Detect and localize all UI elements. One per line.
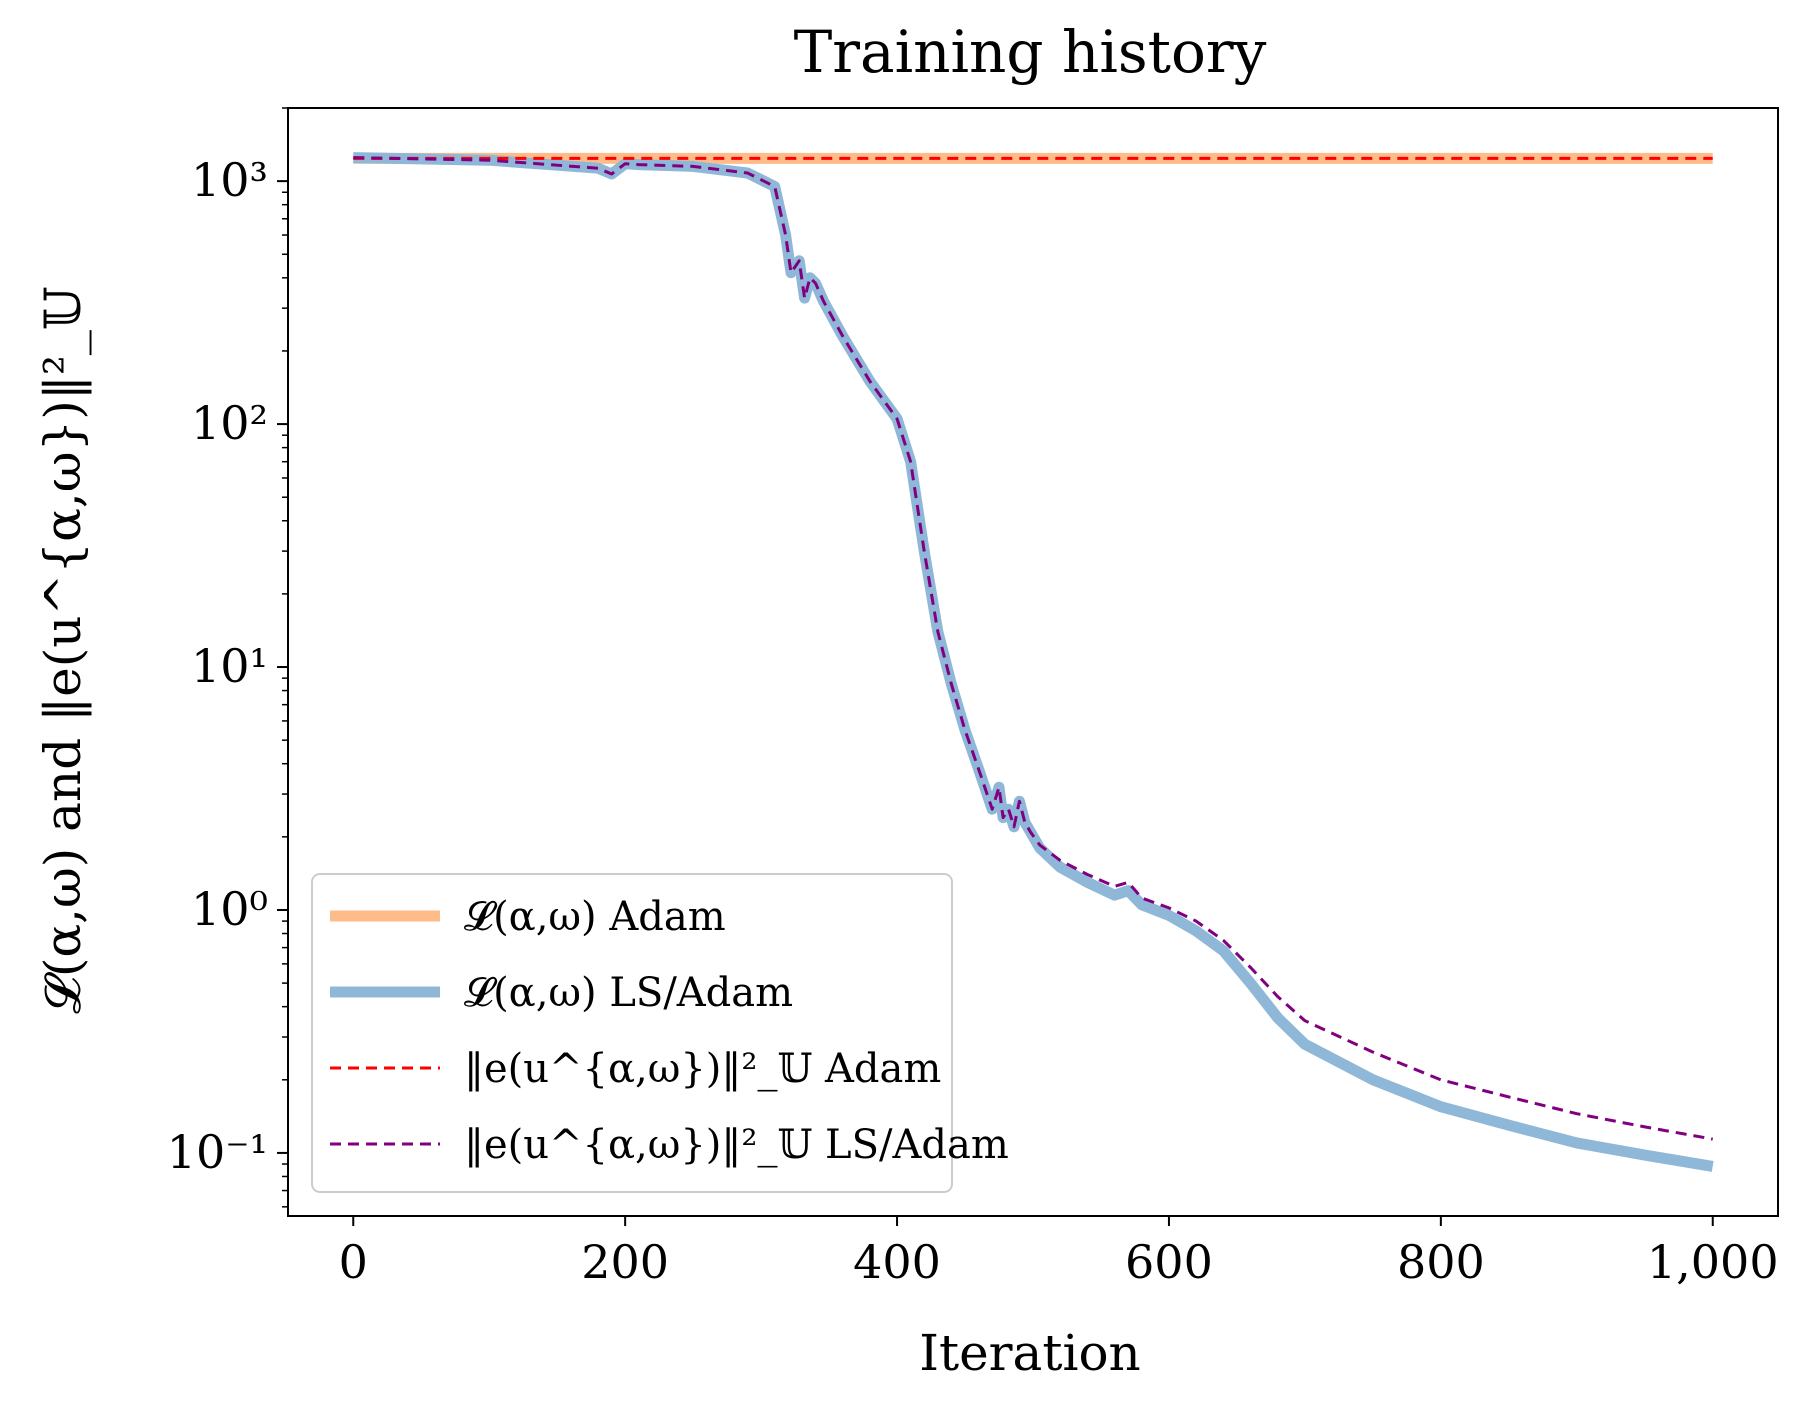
x-tick-label-5: 1,000 bbox=[1647, 1235, 1779, 1289]
x-tick-label-1: 200 bbox=[581, 1235, 669, 1289]
legend: 𝓛(α,ω) Adam 𝓛(α,ω) LS/Adam ‖e(u^{α,ω})‖²_𝕌… bbox=[311, 873, 1009, 1193]
plot-area bbox=[287, 107, 1779, 1217]
y-tick-label-1: 10⁰ bbox=[191, 882, 268, 936]
plot-frame bbox=[287, 107, 1779, 1217]
x-tick-label-4: 800 bbox=[1397, 1235, 1485, 1289]
y-tick-label-2: 10¹ bbox=[191, 639, 268, 693]
x-axis: 0 200 400 600 800 1,000 bbox=[339, 1216, 1779, 1289]
y-tick-label-3: 10² bbox=[191, 396, 268, 450]
y-axis: 10⁻¹ 10⁰ 10¹ 10² 10³ bbox=[167, 107, 288, 1208]
x-tick-label-3: 600 bbox=[1125, 1235, 1213, 1289]
legend-label-1: 𝓛(α,ω) Adam bbox=[464, 894, 726, 940]
legend-label-2: 𝓛(α,ω) LS/Adam bbox=[464, 970, 793, 1016]
x-tick-label-0: 0 bbox=[339, 1235, 368, 1289]
x-tick-label-2: 400 bbox=[853, 1235, 941, 1289]
y-axis-title: 𝓛(α,ω) and ‖e(u^{α,ω})‖²_𝕌 bbox=[34, 287, 92, 1014]
y-tick-label-0: 10⁻¹ bbox=[167, 1125, 268, 1179]
legend-label-4: ‖e(u^{α,ω})‖²_𝕌 LS/Adam bbox=[464, 1122, 1009, 1168]
x-axis-title: Iteration bbox=[919, 1324, 1141, 1382]
series-line-4 bbox=[353, 156, 1713, 1141]
legend-box bbox=[311, 873, 953, 1193]
y-tick-label-4: 10³ bbox=[191, 153, 268, 207]
chart-title: Training history bbox=[794, 18, 1267, 86]
legend-label-3: ‖e(u^{α,ω})‖²_𝕌 Adam bbox=[464, 1046, 941, 1092]
